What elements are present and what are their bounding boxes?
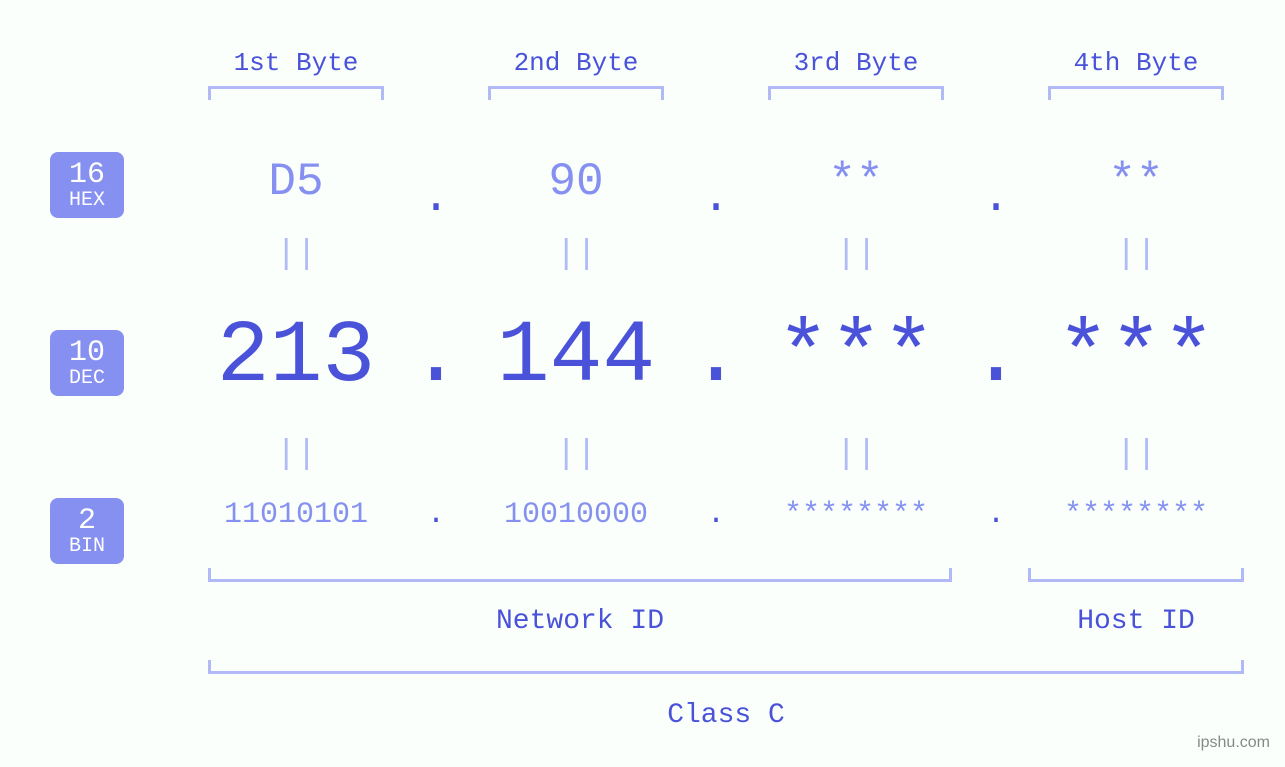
bracket-byte-4	[1048, 86, 1224, 100]
dec-sep-3: .	[968, 308, 1024, 407]
eq-hex-dec-2: ||	[556, 236, 596, 274]
eq-hex-dec-3: ||	[836, 236, 876, 274]
hex-byte-3: **	[741, 156, 971, 208]
bracket-byte-3	[768, 86, 944, 100]
byte-header-2: 2nd Byte	[461, 48, 691, 78]
ip-diagram: 1st Byte 2nd Byte 3rd Byte 4th Byte 16 H…	[0, 0, 1285, 767]
eq-hex-dec-1: ||	[276, 236, 316, 274]
hex-byte-4: **	[1021, 156, 1251, 208]
badge-dec: 10 DEC	[50, 330, 124, 396]
dec-sep-2: .	[688, 308, 744, 407]
label-host-id: Host ID	[1028, 606, 1244, 637]
badge-hex-lbl: HEX	[50, 190, 124, 212]
bin-byte-1: 11010101	[166, 498, 426, 532]
hex-sep-3: .	[976, 172, 1016, 224]
badge-bin-num: 2	[50, 506, 124, 536]
dec-byte-3: ***	[741, 308, 971, 407]
eq-dec-bin-4: ||	[1116, 436, 1156, 474]
hex-sep-1: .	[416, 172, 456, 224]
bin-byte-3: ********	[726, 498, 986, 532]
bracket-class	[208, 660, 1244, 674]
watermark: ipshu.com	[1197, 734, 1270, 752]
eq-dec-bin-2: ||	[556, 436, 596, 474]
bracket-byte-1	[208, 86, 384, 100]
dec-byte-1: 213	[181, 308, 411, 407]
byte-header-3: 3rd Byte	[741, 48, 971, 78]
label-class: Class C	[208, 700, 1244, 731]
badge-dec-lbl: DEC	[50, 368, 124, 390]
hex-byte-1: D5	[181, 156, 411, 208]
dec-sep-1: .	[408, 308, 464, 407]
hex-byte-2: 90	[461, 156, 691, 208]
hex-sep-2: .	[696, 172, 736, 224]
label-network-id: Network ID	[208, 606, 952, 637]
eq-hex-dec-4: ||	[1116, 236, 1156, 274]
badge-bin: 2 BIN	[50, 498, 124, 564]
badge-hex-num: 16	[50, 160, 124, 190]
bin-byte-2: 10010000	[446, 498, 706, 532]
byte-header-4: 4th Byte	[1021, 48, 1251, 78]
eq-dec-bin-3: ||	[836, 436, 876, 474]
dec-byte-2: 144	[461, 308, 691, 407]
badge-bin-lbl: BIN	[50, 536, 124, 558]
badge-dec-num: 10	[50, 338, 124, 368]
bracket-byte-2	[488, 86, 664, 100]
bracket-host	[1028, 568, 1244, 582]
bracket-network	[208, 568, 952, 582]
bin-byte-4: ********	[1006, 498, 1266, 532]
dec-byte-4: ***	[1021, 308, 1251, 407]
eq-dec-bin-1: ||	[276, 436, 316, 474]
byte-header-1: 1st Byte	[181, 48, 411, 78]
badge-hex: 16 HEX	[50, 152, 124, 218]
